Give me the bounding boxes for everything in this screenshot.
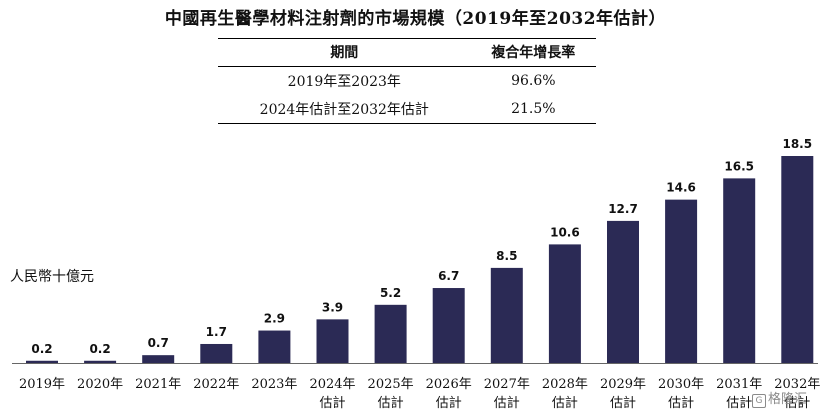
- bar-value-label: 1.7: [206, 325, 227, 339]
- cagr-rate-cell: 96.6%: [511, 73, 556, 89]
- bar-value-label: 6.7: [438, 269, 459, 283]
- bar-value-label: 3.9: [322, 300, 343, 314]
- cagr-row: 2019年至2023年 96.6%: [218, 67, 596, 96]
- y-axis-unit-label: 人民幣十億元: [10, 269, 94, 285]
- watermark: G 格隆汇: [752, 388, 807, 408]
- bar-value-label: 18.5: [782, 137, 812, 151]
- x-tick-label: 估計: [378, 395, 404, 411]
- x-tick-label: 估計: [610, 395, 636, 411]
- cagr-row: 2024年估計至2032年估計 21.5%: [218, 95, 596, 124]
- bar: [26, 360, 58, 363]
- watermark-text: 格隆汇: [768, 392, 808, 407]
- chart-title: 中國再生醫學材料注射劑的市場規模（2019年至2032年估計）: [164, 9, 667, 29]
- bar: [490, 267, 523, 363]
- x-tick-label: 2029年: [600, 377, 646, 392]
- x-tick-label: 估計: [319, 395, 345, 411]
- x-tick-label: 2019年: [19, 377, 65, 392]
- x-tick-label: 估計: [552, 395, 578, 411]
- x-tick-label: 2031年: [716, 377, 762, 392]
- cagr-rate-cell: 21.5%: [470, 95, 596, 124]
- bar-value-label: 2.9: [264, 312, 285, 326]
- bar-value-label: 8.5: [496, 249, 517, 263]
- bar-value-label: 10.6: [550, 225, 580, 239]
- cagr-header-rate: 複合年增長率: [470, 38, 596, 67]
- bar: [781, 156, 814, 363]
- bar: [432, 288, 465, 363]
- bar-value-label: 0.2: [89, 342, 110, 356]
- x-tick-label: 2032年: [774, 377, 820, 392]
- cagr-table-header: 期間 複合年增長率: [218, 38, 596, 67]
- x-tick-label: 2020年: [77, 377, 123, 392]
- bar: [607, 220, 639, 363]
- x-tick-label: 2023年: [251, 377, 297, 392]
- bar: [84, 360, 117, 363]
- bar: [548, 244, 581, 363]
- bar: [142, 355, 175, 363]
- bar: [665, 199, 698, 363]
- x-tick-label: 2027年: [484, 377, 530, 392]
- x-tick-label: 2025年: [368, 377, 414, 392]
- x-tick-label: 2022年: [193, 377, 239, 392]
- bar-value-label: 12.7: [608, 202, 638, 216]
- x-tick-label: 估計: [668, 395, 694, 411]
- x-tick-label: 2028年: [542, 377, 588, 392]
- x-tick-label: 2030年: [658, 377, 704, 392]
- bar: [258, 330, 291, 363]
- bar: [723, 178, 756, 363]
- cagr-period-cell: 2019年至2023年: [287, 74, 401, 90]
- bar-value-label: 16.5: [724, 159, 754, 173]
- bar-value-label: 0.7: [148, 336, 169, 350]
- cagr-header-period: 期間: [218, 38, 471, 67]
- x-tick-label: 2021年: [135, 377, 181, 392]
- bar-value-label: 14.6: [666, 181, 696, 195]
- cagr-period-cell: 2024年估計至2032年估計: [218, 95, 471, 124]
- cagr-table: 期間 複合年增長率 2019年至2023年 96.6% 2024年估計至2032…: [218, 38, 596, 124]
- x-tick-label: 2024年: [309, 377, 355, 392]
- bar-value-label: 5.2: [380, 286, 401, 300]
- bar: [316, 319, 349, 363]
- x-tick-label: 估計: [436, 395, 462, 411]
- watermark-logo-icon: G: [752, 394, 766, 408]
- bar: [200, 343, 233, 363]
- bar-value-label: 0.2: [31, 342, 52, 356]
- bar: [374, 304, 407, 363]
- x-tick-label: 估計: [726, 395, 752, 411]
- x-tick-label: 估計: [784, 395, 810, 411]
- x-tick-label: 估計: [494, 395, 520, 411]
- x-tick-label: 2026年: [426, 377, 472, 392]
